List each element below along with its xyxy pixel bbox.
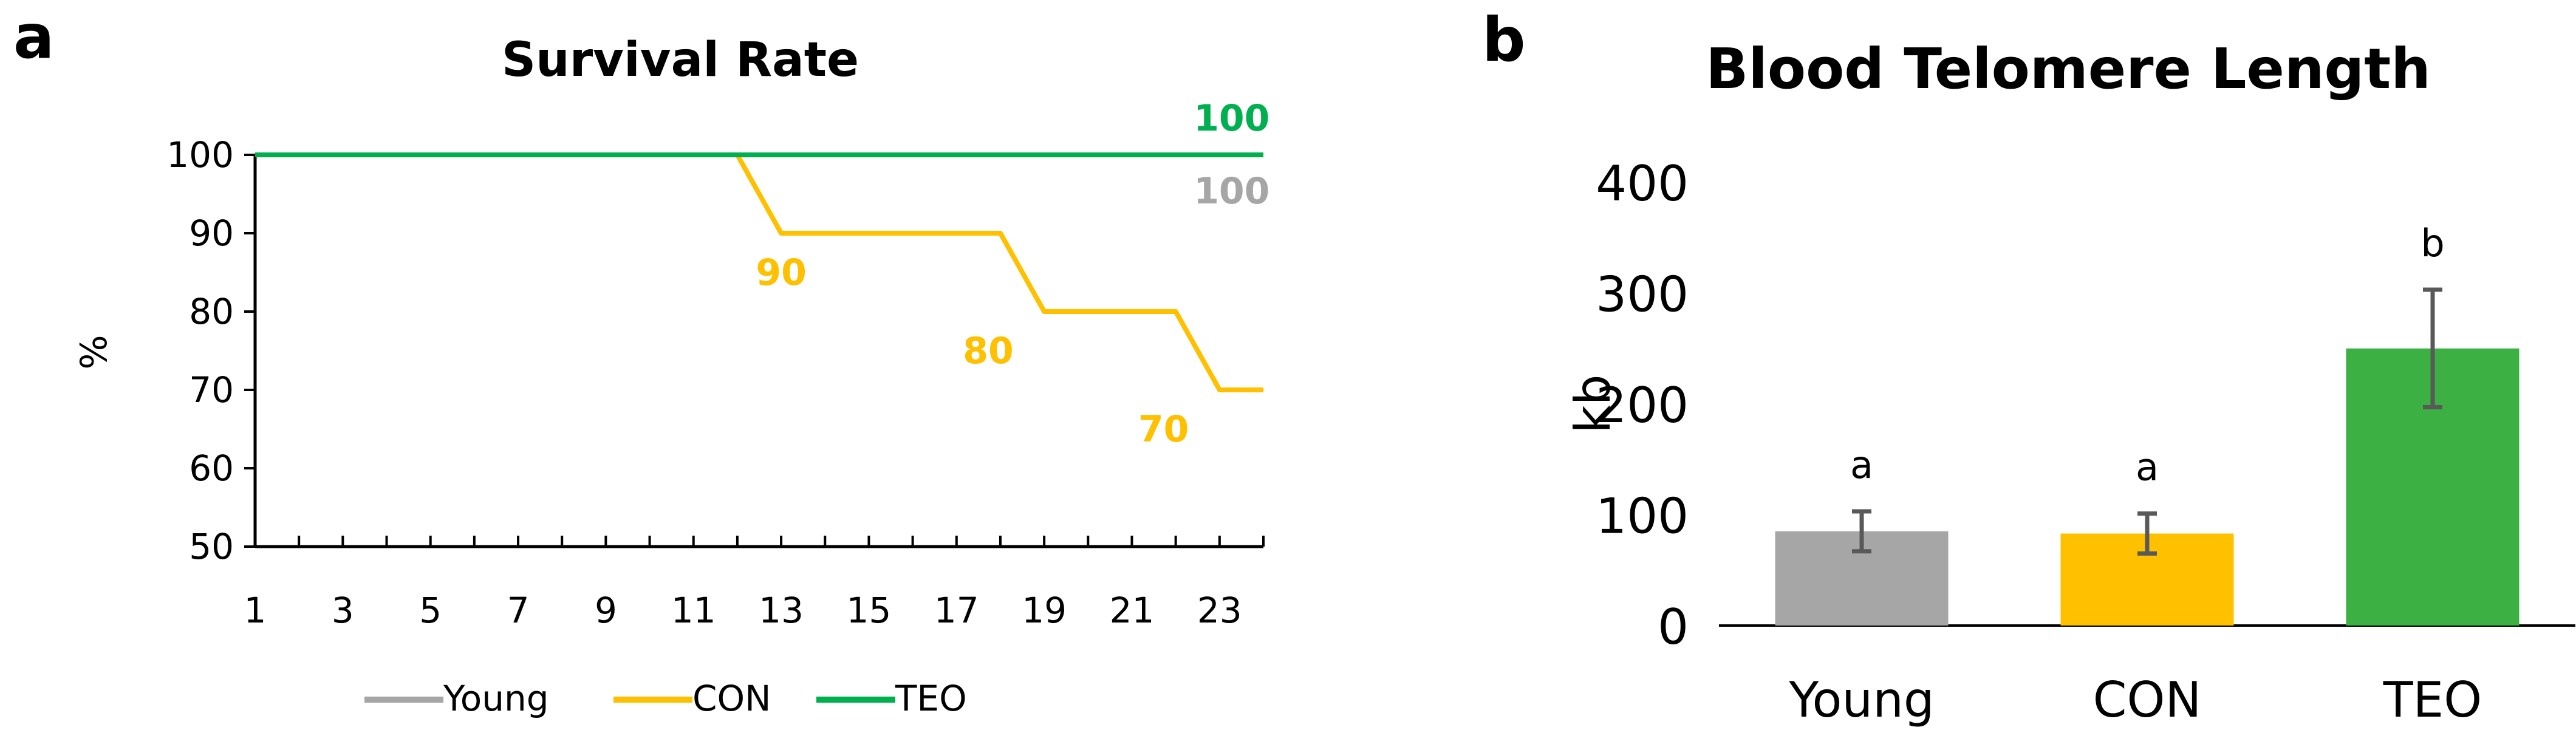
chart-a-y-tick-label: 80 xyxy=(189,291,234,332)
chart-a-y-tick-label: 90 xyxy=(189,213,234,254)
chart-a-y-tick-label: 100 xyxy=(166,134,234,176)
chart-a-title: Survival Rate xyxy=(502,33,859,87)
telomere-length-chart: Blood Telomere Length kb 0 100 200 300 400 a… xyxy=(1565,36,2575,728)
chart-b-y-tick-label: 0 xyxy=(1658,599,1689,655)
chart-a-x-tick-label: 19 xyxy=(1022,590,1067,631)
chart-a-annotations: 100 100 90 80 70 xyxy=(756,97,1269,451)
panel-label-b: b xyxy=(1482,4,1526,75)
panel-label-a: a xyxy=(13,1,54,72)
chart-b-y-tick-label: 300 xyxy=(1596,267,1689,323)
significance-letter: b xyxy=(2421,221,2444,265)
chart-a-x-tick-label: 13 xyxy=(759,590,804,631)
significance-letter: a xyxy=(2136,445,2159,489)
chart-b-y-tick-label: 200 xyxy=(1596,377,1689,434)
chart-b-title: Blood Telomere Length xyxy=(1706,36,2431,101)
chart-a-y-tick-label: 70 xyxy=(189,369,234,411)
chart-a-y-tick-label: 50 xyxy=(189,526,234,567)
chart-a-series xyxy=(255,152,1263,392)
chart-b-x-tick-label: TEO xyxy=(2383,672,2482,728)
chart-b-x-tick-label: CON xyxy=(2093,672,2202,728)
data-label: 80 xyxy=(963,330,1014,372)
chart-b-y-axis-label: kb xyxy=(1565,374,1621,433)
chart-a-x-tick-label: 9 xyxy=(595,590,617,631)
chart-a-x-tick-label: 3 xyxy=(332,590,354,631)
data-label: 100 xyxy=(1194,170,1269,213)
chart-a-x-tick-label: 11 xyxy=(671,590,716,631)
chart-a-axes xyxy=(253,155,1263,548)
chart-a-x-tick-label: 21 xyxy=(1110,590,1155,631)
chart-b-x-tick-label: Young xyxy=(1788,672,1934,728)
chart-a-x-tick-label: 1 xyxy=(244,590,267,631)
significance-letter: a xyxy=(1850,443,1873,487)
legend-label-teo: TEO xyxy=(895,678,967,719)
data-label: 100 xyxy=(1194,97,1269,140)
chart-b-y-tick-label: 400 xyxy=(1596,155,1689,212)
legend-label-con: CON xyxy=(692,678,771,719)
chart-a-y-axis-label: % xyxy=(73,335,115,369)
chart-a-legend: Young CON TEO xyxy=(364,678,967,719)
chart-a-x-tick-label: 17 xyxy=(934,590,979,631)
chart-a-x-tick-label: 5 xyxy=(419,590,442,631)
chart-b-ticks: 0 100 200 300 400 xyxy=(1596,155,1689,655)
data-label: 70 xyxy=(1138,408,1189,451)
chart-a-x-tick-label: 15 xyxy=(847,590,892,631)
chart-a-x-tick-label: 23 xyxy=(1197,590,1242,631)
chart-a-y-tick-label: 60 xyxy=(189,448,234,489)
chart-b-bars: a Young a CON b TEO xyxy=(1775,221,2520,728)
chart-b-y-tick-label: 100 xyxy=(1596,488,1689,545)
legend-label-young: Young xyxy=(443,678,549,719)
chart-a-x-tick-label: 7 xyxy=(507,590,530,631)
series-line-con xyxy=(255,152,1263,392)
data-label: 90 xyxy=(756,251,807,294)
